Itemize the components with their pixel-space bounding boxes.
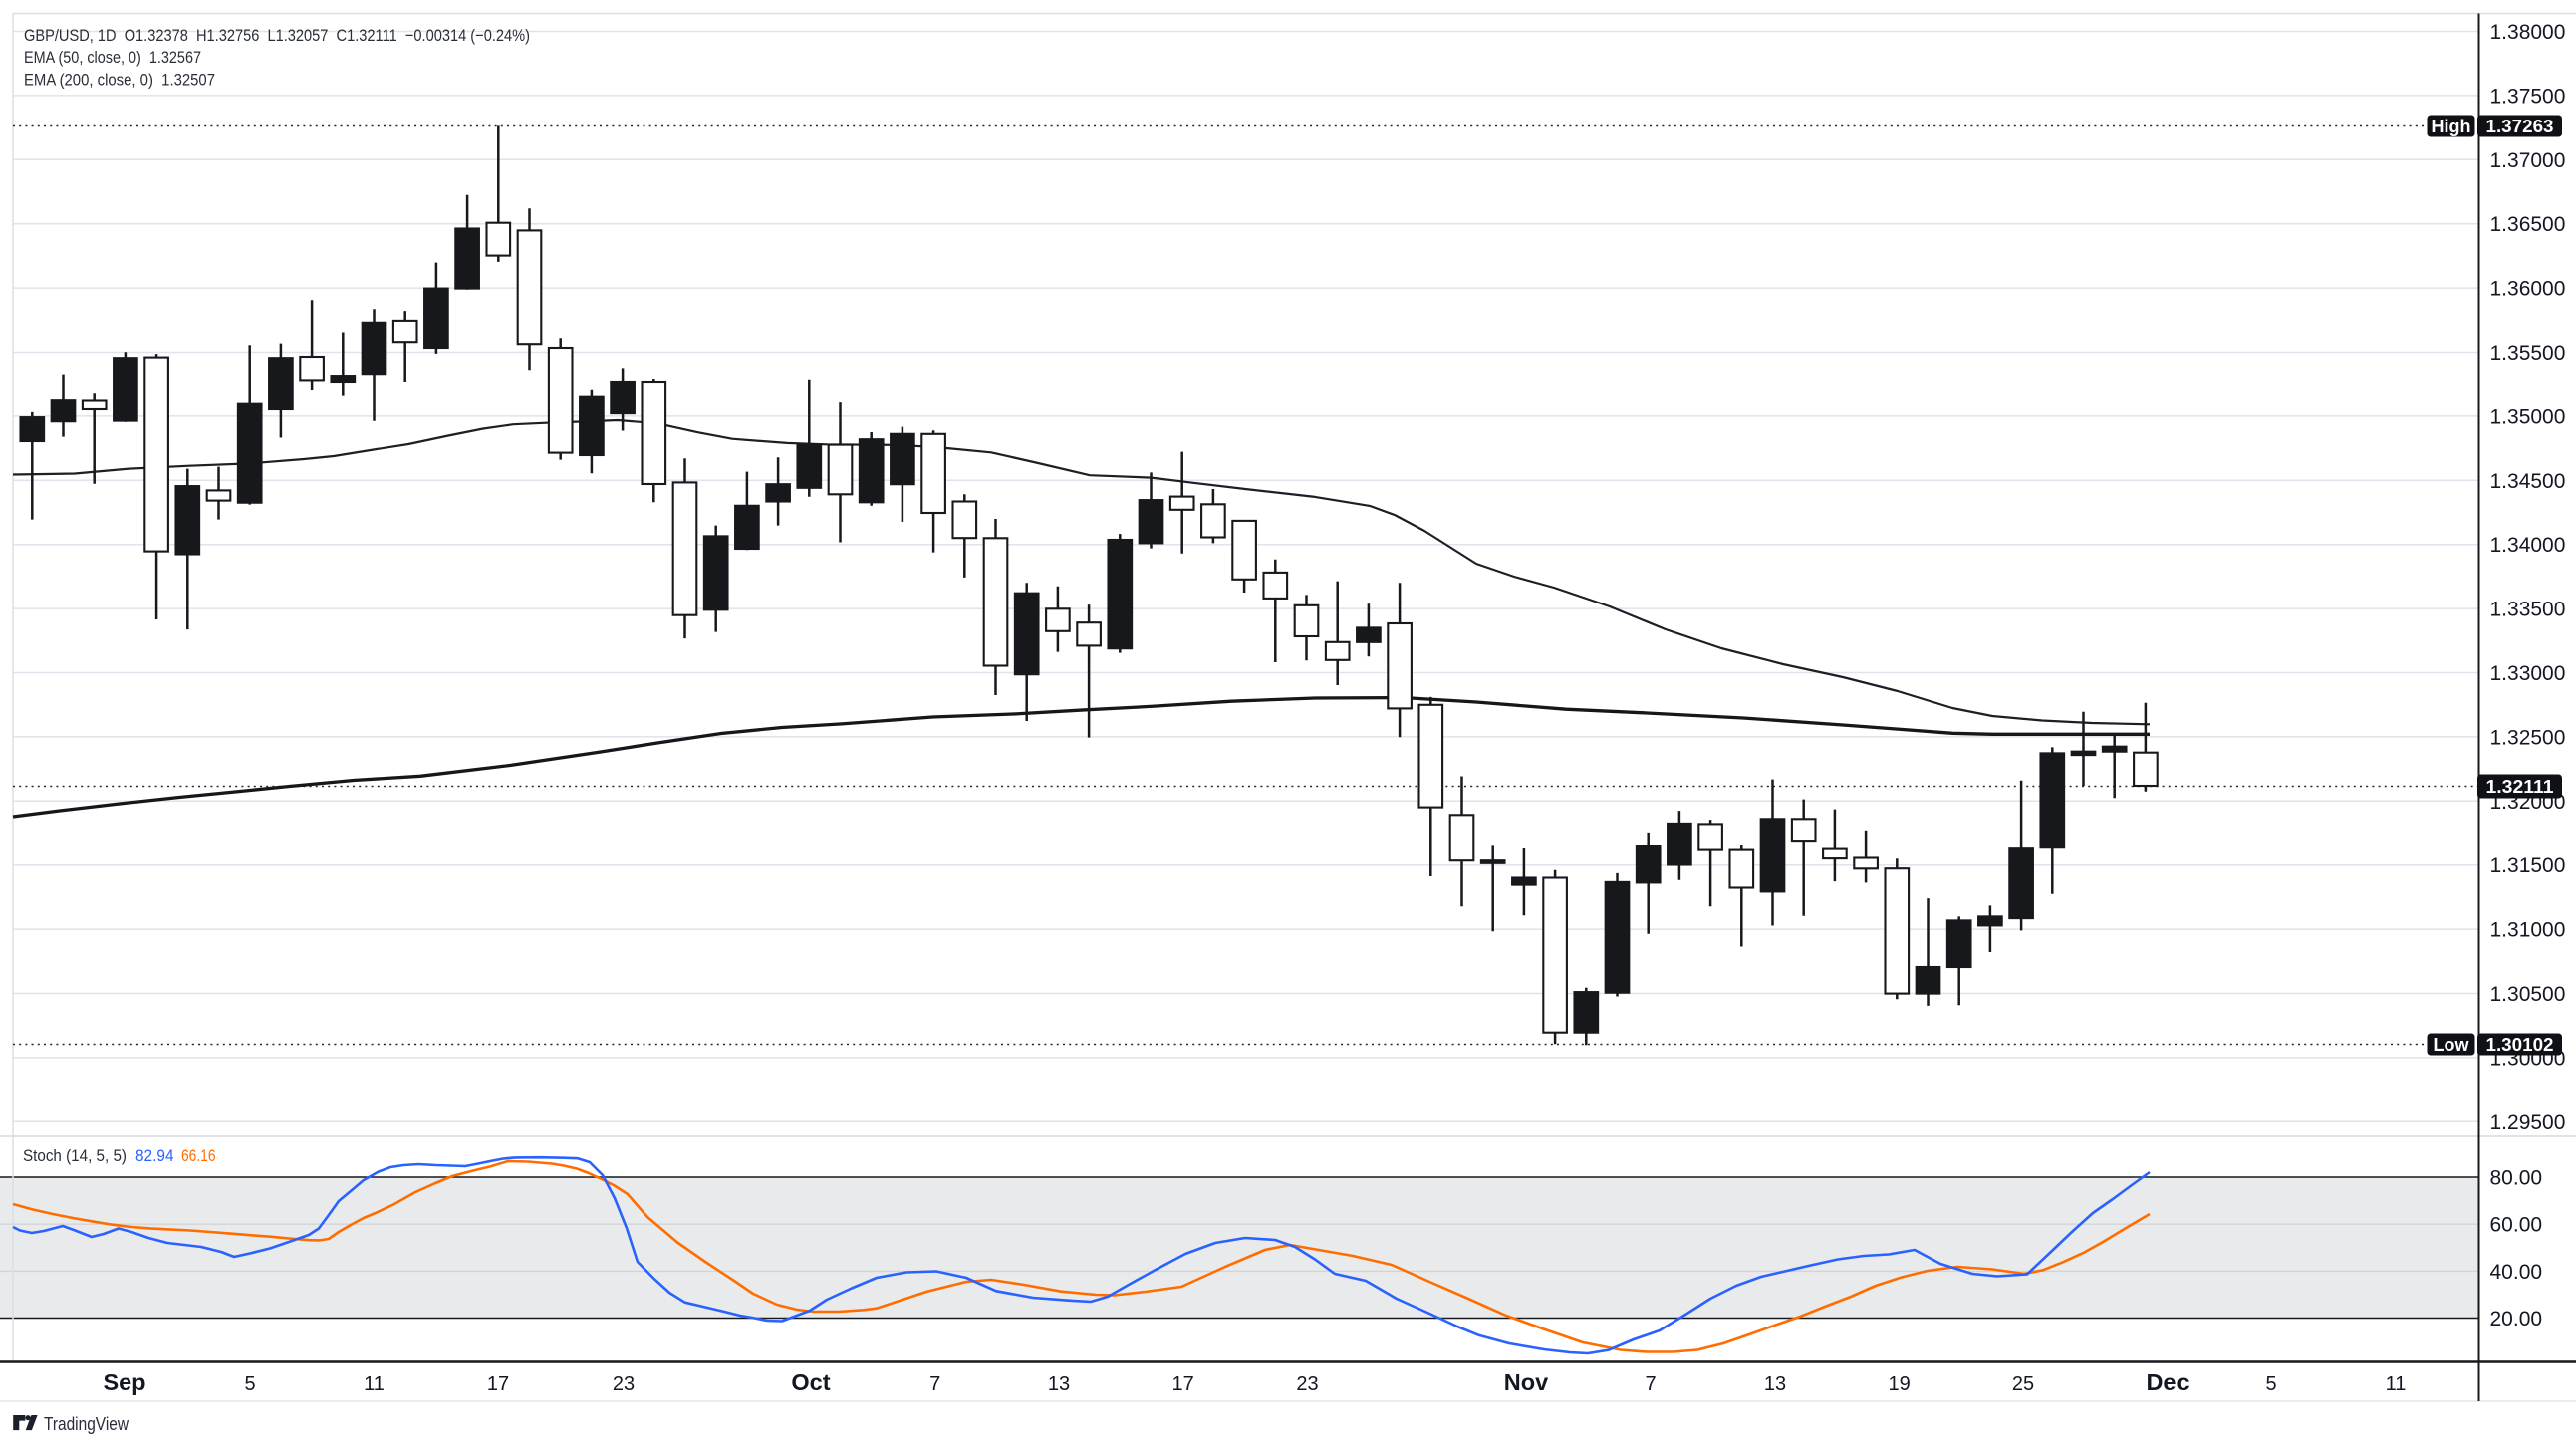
svg-text:1.30102: 1.30102 [2486, 1035, 2554, 1055]
svg-text:1.35000: 1.35000 [2490, 405, 2566, 428]
svg-text:5: 5 [2265, 1373, 2276, 1395]
svg-text:11: 11 [364, 1373, 385, 1395]
svg-text:EMA (200, close, 0) 1.32507: EMA (200, close, 0) 1.32507 [24, 70, 215, 89]
svg-text:80.00: 80.00 [2490, 1167, 2543, 1190]
svg-text:82.94: 82.94 [135, 1146, 174, 1165]
svg-text:60.00: 60.00 [2490, 1214, 2543, 1237]
svg-text:66.16: 66.16 [181, 1146, 216, 1165]
svg-text:1.32500: 1.32500 [2490, 726, 2566, 749]
svg-text:1.33000: 1.33000 [2490, 662, 2566, 685]
svg-text:1.38000: 1.38000 [2490, 21, 2566, 44]
svg-text:High: High [2432, 117, 2471, 136]
svg-text:Low: Low [2434, 1035, 2470, 1055]
svg-text:Dec: Dec [2146, 1369, 2189, 1395]
svg-text:1.29500: 1.29500 [2490, 1111, 2566, 1134]
svg-text:1.31000: 1.31000 [2490, 919, 2566, 942]
svg-text:25: 25 [2012, 1373, 2034, 1395]
svg-text:1.36000: 1.36000 [2490, 278, 2566, 301]
svg-text:23: 23 [613, 1373, 635, 1395]
svg-text:13: 13 [1048, 1373, 1070, 1395]
svg-text:1.37000: 1.37000 [2490, 149, 2566, 172]
svg-text:1.36500: 1.36500 [2490, 213, 2566, 236]
svg-text:40.00: 40.00 [2490, 1261, 2543, 1284]
svg-text:Oct: Oct [791, 1369, 830, 1395]
svg-text:Stoch (14, 5, 5): Stoch (14, 5, 5) [23, 1146, 127, 1165]
svg-text:11: 11 [2386, 1373, 2407, 1395]
svg-text:7: 7 [929, 1373, 940, 1395]
svg-text:1.37500: 1.37500 [2490, 85, 2566, 108]
svg-text:19: 19 [1888, 1373, 1910, 1395]
svg-text:1.31500: 1.31500 [2490, 854, 2566, 877]
svg-text:13: 13 [1764, 1373, 1786, 1395]
svg-text:1.37263: 1.37263 [2486, 117, 2554, 136]
svg-text:GBP/USD, 1D O1.32378 H1.3275: GBP/USD, 1D O1.32378 H1.32756 L1.32057 C… [24, 26, 530, 45]
svg-text:1.33500: 1.33500 [2490, 599, 2566, 621]
svg-text:7: 7 [1645, 1373, 1656, 1395]
svg-text:1.34000: 1.34000 [2490, 534, 2566, 557]
svg-text:23: 23 [1296, 1373, 1318, 1395]
svg-text:1.34500: 1.34500 [2490, 470, 2566, 493]
svg-text:1.30500: 1.30500 [2490, 983, 2566, 1006]
svg-text:TradingView: TradingView [44, 1413, 129, 1434]
svg-text:EMA (50, close, 0) 1.32567: EMA (50, close, 0) 1.32567 [24, 48, 201, 67]
svg-text:17: 17 [1171, 1373, 1193, 1395]
svg-text:5: 5 [244, 1373, 255, 1395]
svg-text:1.35500: 1.35500 [2490, 342, 2566, 364]
svg-text:17: 17 [487, 1373, 509, 1395]
svg-text:1.32111: 1.32111 [2486, 777, 2554, 797]
svg-text:Nov: Nov [1504, 1369, 1548, 1395]
svg-text:Sep: Sep [103, 1369, 145, 1395]
svg-text:20.00: 20.00 [2490, 1308, 2543, 1330]
